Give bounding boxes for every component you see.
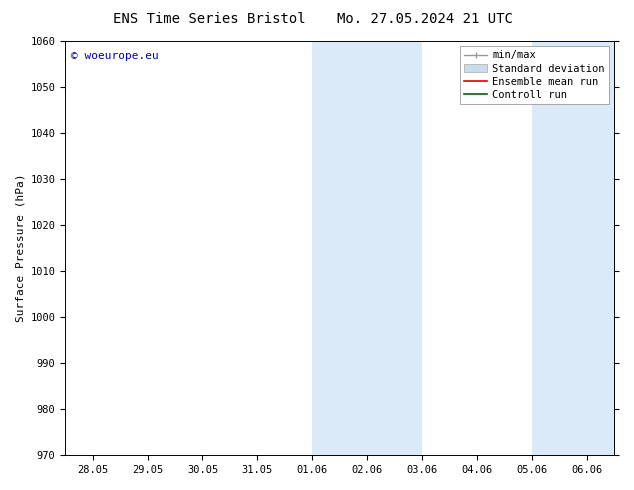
Legend: min/max, Standard deviation, Ensemble mean run, Controll run: min/max, Standard deviation, Ensemble me… xyxy=(460,46,609,104)
Bar xyxy=(313,41,422,455)
Text: © woeurope.eu: © woeurope.eu xyxy=(71,51,158,61)
Text: ENS Time Series Bristol: ENS Time Series Bristol xyxy=(113,12,306,26)
Y-axis label: Surface Pressure (hPa): Surface Pressure (hPa) xyxy=(15,174,25,322)
Text: Mo. 27.05.2024 21 UTC: Mo. 27.05.2024 21 UTC xyxy=(337,12,513,26)
Bar xyxy=(532,41,614,455)
